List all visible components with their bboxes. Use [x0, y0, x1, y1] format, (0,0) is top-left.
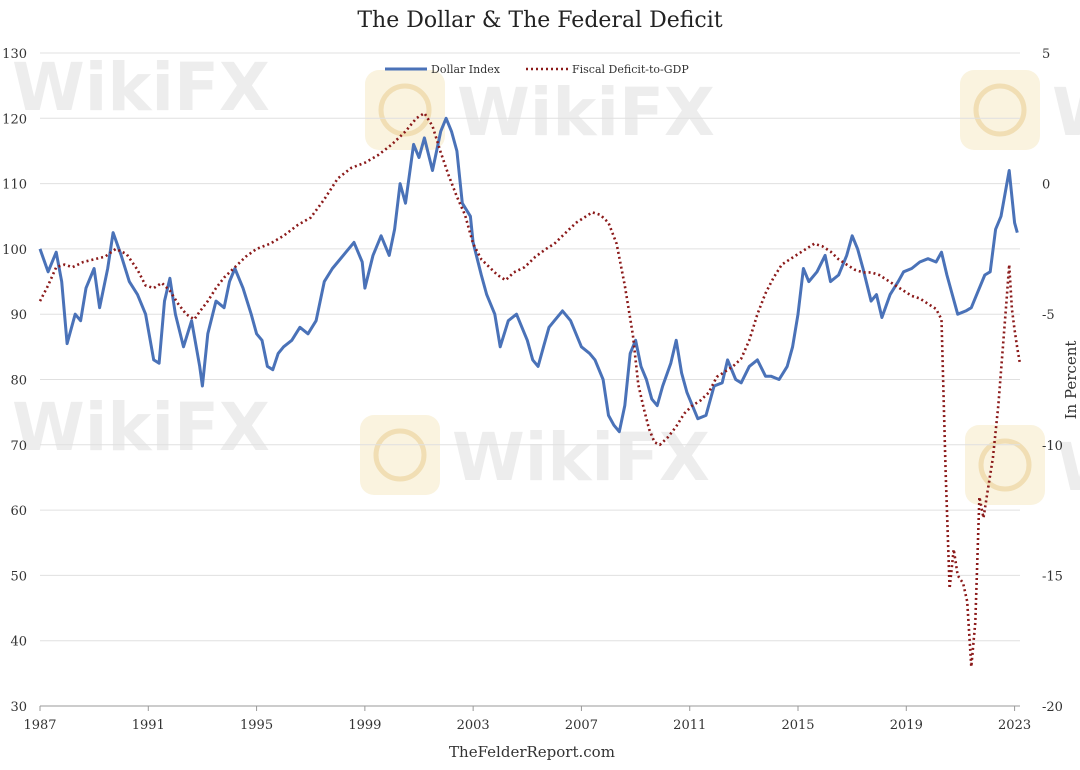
y-right-tick-label: 5 [1042, 47, 1050, 62]
y-left-tick-label: 70 [10, 439, 27, 454]
y-left-tick-label: 120 [2, 112, 27, 127]
chart-title: The Dollar & The Federal Deficit [357, 8, 722, 33]
y-left-tick-label: 90 [10, 308, 27, 323]
watermark: WikiFX [965, 425, 1080, 506]
legend-entry-dollar-index: Dollar Index [385, 63, 501, 76]
legend: Dollar Index Fiscal Deficit-to-GDP [385, 63, 689, 76]
watermark: WikiFX [365, 70, 715, 151]
x-tick-label: 2023 [998, 718, 1031, 733]
y-left-tick-label: 130 [2, 47, 27, 62]
x-tick-label: 1999 [348, 718, 381, 733]
watermark-text: WikiFX [457, 74, 715, 151]
y-left-tick-label: 40 [10, 635, 27, 650]
x-tick-label: 2011 [673, 718, 706, 733]
watermark-globe-icon [973, 83, 1027, 137]
watermark-globe-icon [378, 83, 432, 137]
watermark-text: WikiFX [1057, 429, 1080, 506]
y-left-tick-label: 30 [10, 700, 27, 715]
y-left-tick-label: 60 [10, 504, 27, 519]
y-right-tick-label: 0 [1042, 178, 1050, 193]
legend-entry-fiscal-deficit: Fiscal Deficit-to-GDP [526, 63, 689, 76]
series-layer [38, 111, 1022, 669]
y-left-tick-label: 100 [2, 243, 27, 258]
y-left-tick-label: 110 [2, 178, 27, 193]
watermark-text: WikiFX [12, 389, 270, 466]
x-tick-label: 1991 [132, 718, 165, 733]
dollar-index-line [38, 116, 1019, 434]
watermark-logo-icon [360, 415, 440, 495]
y-right-tick-label: -20 [1042, 700, 1063, 715]
watermark: WikiFX [12, 389, 270, 466]
y-right-tick-label: -10 [1042, 439, 1063, 454]
x-tick-label: 1995 [240, 718, 273, 733]
x-tick-label: 2003 [457, 718, 490, 733]
watermark-text: WikiFX [452, 419, 710, 496]
watermark-logo-icon [960, 70, 1040, 150]
axes: 30 40 50 60 70 80 90 100 110 120 130 -20 -15 -10 -5 0 5 1… [2, 47, 1063, 733]
x-tick-label: 2007 [565, 718, 598, 733]
legend-label: Dollar Index [431, 63, 501, 76]
watermark-logo-icon [365, 70, 445, 150]
watermark: WikiFX [360, 415, 710, 496]
y-right-tick-label: -5 [1042, 308, 1055, 323]
watermark: WikiFX [960, 70, 1080, 151]
watermark-text: WikiFX [1052, 74, 1080, 151]
watermark-text: WikiFX [12, 49, 270, 126]
y-left-tick-label: 50 [10, 569, 27, 584]
source-label: TheFelderReport.com [449, 743, 615, 761]
watermarks: WikiFX WikiFX WikiFX WikiFX WikiFX WikiFX [12, 49, 1080, 506]
watermark-globe-icon [978, 438, 1032, 492]
grid-lines [40, 52, 1020, 707]
watermark-logo-icon [965, 425, 1045, 505]
x-tick-label: 2019 [890, 718, 923, 733]
y-right-tick-label: -15 [1042, 569, 1063, 584]
right-axis-title: In Percent [1062, 341, 1080, 420]
x-tick-label: 1987 [23, 718, 56, 733]
y-left-tick-label: 80 [10, 374, 27, 389]
legend-label: Fiscal Deficit-to-GDP [572, 63, 689, 76]
watermark-globe-icon [373, 428, 427, 482]
watermark: WikiFX [12, 49, 270, 126]
x-tick-label: 2015 [781, 718, 814, 733]
